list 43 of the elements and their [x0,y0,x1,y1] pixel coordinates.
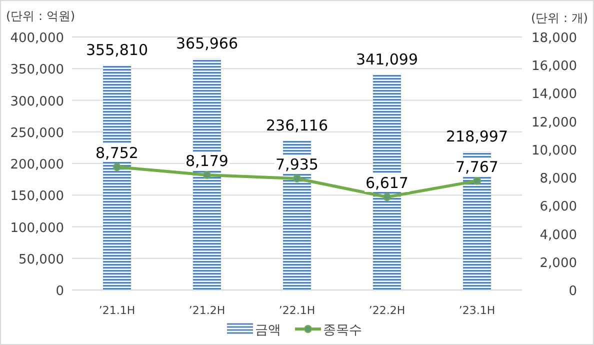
data-label: 8,179 [186,152,228,170]
y2-tick-label: 16,000 [532,59,577,74]
y2-tick-label: 2,000 [540,256,577,271]
y2-tick-label: 0 [568,284,577,299]
legend: 금액 종목수 [227,323,362,338]
y-tick-label: 200,000 [10,158,64,172]
data-label: 365,966 [176,34,238,53]
data-label: 341,099 [356,50,418,68]
y2-tick-label: 12,000 [532,115,577,130]
point [383,192,391,201]
y-tick-label: 250,000 [10,126,64,141]
data-label: 236,116 [266,116,328,135]
data-label: 7,935 [276,155,318,174]
x-tick-label: ’22.2H [368,304,406,317]
y2-tick-label: 14,000 [532,87,577,102]
y-tick-label: 100,000 [10,220,64,236]
legend-label: 종목수 [323,323,362,338]
y2-tick-label: 6,000 [540,200,577,215]
y2-tick-label: 18,000 [532,31,577,46]
y-tick-label: 300,000 [10,94,64,110]
x-tick-label: ’21.1H [98,304,136,317]
point [473,176,481,185]
y-tick-label: 400,000 [10,31,64,46]
data-label: 218,997 [446,127,508,146]
x-tick-label: ’21.2H [188,304,226,317]
x-tick-label: ’22.1H [278,304,316,317]
data-label: 355,810 [86,40,148,59]
y2-tick-label: 8,000 [540,172,577,187]
y-axis-title: (단위 : 억원) [6,9,76,23]
data-label: 7,767 [456,158,498,176]
point [203,171,211,180]
data-label: 8,752 [96,144,138,162]
y2-tick-label: 10,000 [532,143,577,158]
y2-tick-label: 4,000 [540,228,577,243]
point [293,174,301,182]
y-tick-label: 150,000 [10,189,64,204]
data-label: 6,617 [366,174,408,192]
y-tick-label: 50,000 [18,252,64,268]
y-tick-label: 350,000 [10,62,64,78]
x-tick-label: ’23.1H [458,304,496,317]
point [113,162,121,171]
y2-axis-title: (단위 : 개) [530,11,588,25]
y-tick-label: 0 [56,284,64,299]
